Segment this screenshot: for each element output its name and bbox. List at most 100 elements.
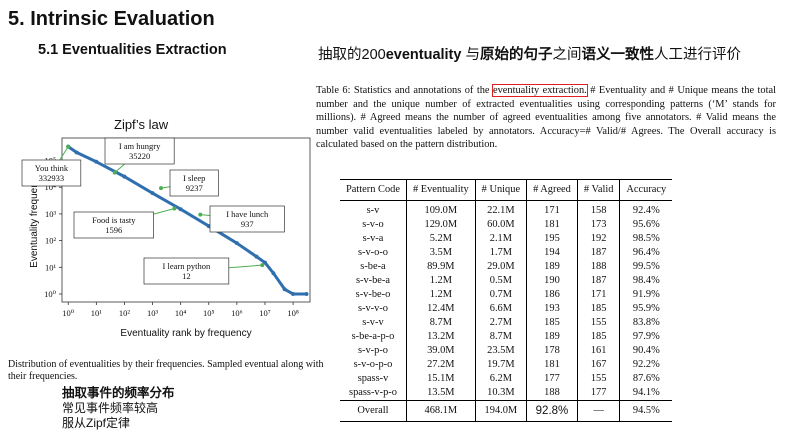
annotation-label: 35220 — [129, 151, 150, 161]
table-cell: 1.2M — [405, 274, 476, 288]
table-row: s-v 109.0M 22.1M 171 158 92.4% — [340, 200, 673, 218]
annotation-label: I have lunch — [226, 209, 269, 219]
zh-title-part4: 原始的句子 — [479, 47, 553, 63]
annotation-box — [73, 211, 154, 239]
table-cell: 89.9M — [405, 260, 476, 274]
table-cell: 188 — [576, 260, 620, 274]
table-cell: 194 — [526, 246, 578, 260]
table-cell: 91.9% — [619, 288, 673, 302]
table-cell: 90.4% — [619, 344, 673, 358]
table-row: s-be-a 89.9M 29.0M 189 188 99.5% — [340, 260, 673, 274]
table-cell: Overall — [340, 400, 407, 422]
chinese-title: 抽取的200eventuality 与原始的句子之间语义一致性人工进行评价 — [318, 43, 741, 64]
col-accuracy: Accuracy — [619, 179, 673, 201]
table-cell: s-be-a — [360, 261, 386, 272]
table-cell: 39.0M — [405, 344, 476, 358]
y-tick-label: 10⁰ — [44, 289, 57, 299]
x-tick-label: 10⁴ — [175, 308, 187, 318]
table-cell: 97.9% — [619, 330, 673, 344]
table-cell: 190 — [526, 274, 578, 288]
data-point — [291, 291, 296, 296]
data-point — [74, 150, 79, 155]
table-cell: 8.7M — [474, 330, 527, 344]
zipf-chart: 10⁰ 10¹ 10² 10³ 10⁴ 10⁵ 10⁶ 10⁷ 10⁸ 10⁰ 10¹ 10² 10³ 1… — [21, 137, 311, 339]
caption-body: # Eventuality and # Unique means the tot… — [316, 85, 776, 151]
table-cell: 5.2M — [405, 232, 476, 246]
zh-note-line: 常见事件频率较高 — [62, 401, 159, 415]
table-cell: s-v-o — [362, 219, 384, 230]
table-row: s-v-be-o 1.2M 0.7M 186 171 91.9% — [340, 288, 673, 302]
table-cell: 27.2M — [405, 358, 476, 372]
annotation-box — [21, 159, 82, 187]
zh-title-part1: 抽取的200 — [318, 47, 386, 63]
data-point — [271, 271, 276, 276]
table-cell: 194.0M — [474, 400, 527, 422]
table-caption: Table 6: Statistics and annotations of t… — [316, 84, 776, 152]
table-cell: 185 — [576, 302, 620, 316]
highlighted-phrase: eventuality extraction. — [491, 84, 588, 97]
table-cell: 192 — [576, 232, 620, 246]
figure-caption: Distribution of eventualities by their f… — [8, 359, 324, 382]
table-cell: 87.6% — [619, 372, 673, 386]
table-row: s-v-a 5.2M 2.1M 195 192 98.5% — [340, 232, 673, 246]
data-point — [262, 260, 267, 265]
table-row: s-v-be-a 1.2M 0.5M 190 187 98.4% — [340, 274, 673, 288]
table-cell: 185 — [576, 330, 620, 344]
x-axis-label: Eventuality rank by frequency — [120, 328, 251, 339]
table-cell: 189 — [526, 330, 578, 344]
table-cell: 3.5M — [405, 246, 476, 260]
x-tick-label: 10⁷ — [259, 308, 271, 318]
annotation-box — [169, 169, 219, 197]
table-cell: 195 — [526, 232, 578, 246]
table-row: s-v-o-p-o 27.2M 19.7M 181 167 92.2% — [340, 358, 673, 372]
data-point — [122, 174, 127, 179]
x-tick-label: 10³ — [147, 308, 159, 318]
table-cell: 187 — [576, 246, 620, 260]
x-tick-label: 10⁰ — [62, 308, 75, 318]
table-cell: 99.5% — [619, 260, 673, 274]
table-cell: s-v-a — [362, 233, 384, 244]
annotation-label: 9237 — [186, 183, 203, 193]
annotation-label: 937 — [241, 219, 254, 229]
table-cell: 181 — [526, 218, 578, 232]
annotation-label: You think — [35, 163, 69, 173]
col-unique: # Unique — [474, 179, 527, 201]
data-point — [178, 207, 183, 212]
chinese-notes: 抽取事件的频率分布 常见事件频率较高 服从Zipf定律 — [62, 386, 175, 431]
table-cell: 129.0M — [405, 218, 476, 232]
table-cell: spass-v-p-o — [349, 387, 397, 398]
table-cell: 186 — [526, 288, 578, 302]
y-tick-label: 10¹ — [45, 262, 57, 272]
x-tick-label: 10¹ — [91, 308, 103, 318]
table-cell: 92.2% — [619, 358, 673, 372]
table-cell: 94.1% — [619, 386, 673, 401]
table-cell: — — [576, 400, 620, 422]
table-cell: 193 — [526, 302, 578, 316]
table-cell: 13.2M — [405, 330, 476, 344]
table-cell: 468.1M — [405, 400, 476, 422]
caption-prefix: Table 6: Statistics and annotations of t… — [316, 85, 493, 96]
table-cell: 83.8% — [619, 316, 673, 330]
table-cell: 19.7M — [474, 358, 527, 372]
statistics-table: Pattern Code # Eventuality # Unique # Ag… — [340, 179, 673, 422]
table-cell: 22.1M — [474, 200, 527, 218]
annotation-label: Food is tasty — [92, 215, 136, 225]
annotation-label: I am hungry — [119, 141, 161, 151]
table-cell: 173 — [576, 218, 620, 232]
table-cell: s-v — [366, 205, 380, 216]
table-cell: 0.5M — [474, 274, 527, 288]
x-tick-label: 10⁸ — [287, 308, 299, 318]
table-row: spass-v 15.1M 6.2M 177 155 87.6% — [340, 372, 673, 386]
x-tick-label: 10⁶ — [231, 308, 243, 318]
x-tick-label: 10⁵ — [203, 308, 215, 318]
table-cell: 167 — [576, 358, 620, 372]
data-point — [304, 291, 309, 296]
table-cell: 96.4% — [619, 246, 673, 260]
page-heading: 5. Intrinsic Evaluation — [8, 8, 215, 30]
col-eventuality: # Eventuality — [405, 179, 476, 201]
annotation-arrowhead — [66, 144, 71, 149]
table-overall-row: Overall 468.1M 194.0M 92.8% —94.5% — [340, 400, 673, 422]
zh-note-line: 服从Zipf定律 — [62, 416, 131, 430]
table-cell: 185 — [526, 316, 578, 330]
annotation-label: 1596 — [105, 225, 122, 235]
